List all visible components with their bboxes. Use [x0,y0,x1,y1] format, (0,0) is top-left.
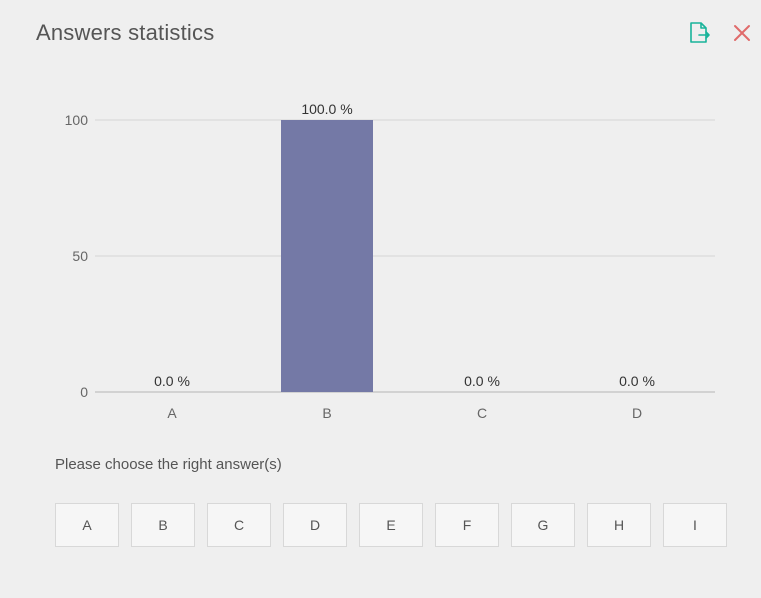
answer-prompt: Please choose the right answer(s) [55,456,282,473]
close-button[interactable] [729,20,755,46]
export-document-icon [690,22,710,43]
answer-option-d[interactable]: D [283,503,347,547]
data-label: 100.0 % [301,101,352,117]
answer-option-e[interactable]: E [359,503,423,547]
data-label: 0.0 % [464,373,500,389]
close-icon [734,25,750,41]
answer-option-i[interactable]: I [663,503,727,547]
data-label: 0.0 % [619,373,655,389]
x-tick-label: C [477,405,487,421]
answer-option-f[interactable]: F [435,503,499,547]
answer-option-g[interactable]: G [511,503,575,547]
data-label: 0.0 % [154,373,190,389]
y-tick-label: 0 [80,384,88,400]
export-button[interactable] [686,20,712,46]
answer-option-a[interactable]: A [55,503,119,547]
x-tick-label: A [167,405,177,421]
answer-option-c[interactable]: C [207,503,271,547]
dialog-title: Answers statistics [36,20,215,45]
bar-chart-svg: 0 50 100 0.0 % A 100.0 % B 0.0 % C 0.0 % D [65,101,715,421]
y-tick-label: 100 [65,112,89,128]
answers-bar-chart: 0 50 100 0.0 % A 100.0 % B 0.0 % C 0.0 % D [0,80,761,440]
x-tick-label: D [632,405,642,421]
y-tick-label: 50 [72,248,88,264]
bar [281,120,373,392]
x-tick-label: B [322,405,331,421]
answer-option-b[interactable]: B [131,503,195,547]
answer-option-h[interactable]: H [587,503,651,547]
